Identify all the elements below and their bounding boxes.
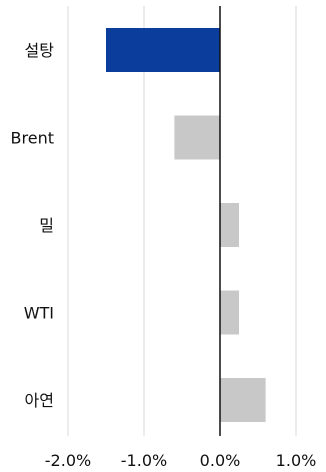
bar bbox=[106, 28, 220, 72]
x-tick-label: -2.0% bbox=[45, 451, 91, 470]
category-label: 밀 bbox=[39, 216, 54, 235]
x-tick-label: 1.0% bbox=[276, 451, 317, 470]
category-label: 아연 bbox=[25, 391, 54, 410]
category-labels: 설탕 Brent 밀 WTI 아연 bbox=[11, 41, 55, 410]
grid-lines bbox=[67, 6, 297, 436]
bar bbox=[220, 203, 239, 247]
category-label: WTI bbox=[24, 304, 54, 323]
category-label: Brent bbox=[11, 129, 54, 148]
bars bbox=[106, 28, 266, 422]
x-tick-label: -1.0% bbox=[121, 451, 167, 470]
bar bbox=[220, 290, 239, 335]
x-tick-labels: -2.0% -1.0% 0.0% 1.0% bbox=[45, 451, 317, 470]
category-label: 설탕 bbox=[25, 41, 55, 60]
x-tick-label: 0.0% bbox=[200, 451, 241, 470]
bar bbox=[220, 378, 266, 422]
bar bbox=[174, 115, 220, 160]
